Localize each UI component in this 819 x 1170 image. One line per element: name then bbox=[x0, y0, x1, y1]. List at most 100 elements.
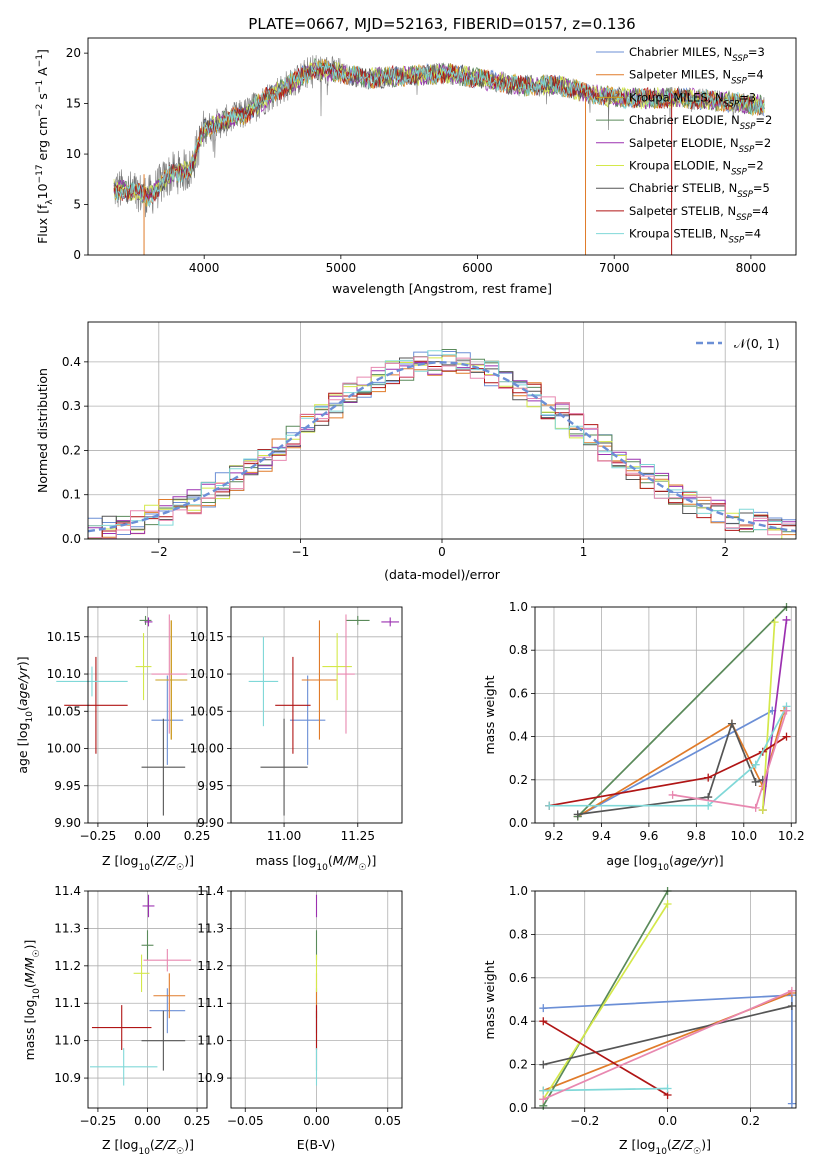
legend-label-name: Salpeter STELIB, N bbox=[629, 204, 736, 218]
axes-mass-vs-EBV: −0.05 0.00 0.05 10.9 11.0 11.1 11.2 11.3 11.4 E(B… bbox=[197, 884, 403, 1152]
y-tick-label: 0.2 bbox=[62, 443, 81, 457]
legend-label: Kroupa STELIB, NSSP=4 bbox=[629, 227, 761, 246]
x-tick-label: 0.0 bbox=[658, 1114, 677, 1128]
mass-weight-line bbox=[543, 1005, 793, 1066]
x-tick-label: 9.6 bbox=[639, 829, 658, 843]
x-tick-label: 0.00 bbox=[134, 1114, 161, 1128]
y-tick-label: 0.3 bbox=[62, 399, 81, 413]
x-tick-label: 9.8 bbox=[687, 829, 706, 843]
label-part: Z [log bbox=[619, 1137, 655, 1152]
axes-frame bbox=[230, 890, 403, 1109]
label-part: s bbox=[35, 93, 50, 104]
y-axis-label: age [log10(age/yr)] bbox=[15, 656, 35, 773]
y-tick-label: 0.0 bbox=[509, 1101, 528, 1115]
mass-weight-line bbox=[549, 706, 788, 807]
label-part: 10 bbox=[316, 863, 328, 873]
y-tick-label: 5 bbox=[73, 198, 81, 212]
y-tick-label: 0.0 bbox=[509, 816, 528, 830]
x-axis-label: age [log10(age/yr)] bbox=[606, 853, 723, 873]
mass-weight-line bbox=[761, 619, 788, 811]
legend-label: Salpeter MILES, NSSP=4 bbox=[629, 68, 764, 87]
legend-label: Kroupa MILES, NSSP=3 bbox=[629, 90, 756, 109]
x-tick-label: 10.2 bbox=[778, 829, 805, 843]
x-tick-label: −0.2 bbox=[570, 1114, 599, 1128]
legend-label-sub: SSP bbox=[737, 190, 753, 200]
legend-label-count: =4 bbox=[747, 68, 764, 82]
label-part: Z/Z bbox=[154, 853, 177, 868]
y-tick-label: 20 bbox=[66, 46, 81, 60]
legend-label: Chabrier ELODIE, NSSP=2 bbox=[629, 113, 772, 132]
y-tick-label: 9.95 bbox=[54, 779, 81, 793]
label-part: erg cm bbox=[35, 117, 50, 165]
axes-frame bbox=[87, 321, 797, 540]
x-axis-label: mass [log10(M/M☉)] bbox=[256, 853, 377, 873]
label-part: )] bbox=[367, 853, 377, 868]
data-point-marker bbox=[782, 615, 791, 624]
y-tick-label: 10.9 bbox=[54, 1071, 81, 1085]
y-tick-label: 11.3 bbox=[54, 921, 81, 935]
label-part: 10 bbox=[138, 1147, 150, 1157]
axes-spectrum: 4000 5000 6000 7000 8000 0 5 10 15 20 Chabrier MIL… bbox=[35, 37, 797, 296]
x-tick-label: 0 bbox=[438, 545, 446, 559]
x-tick-label: 0.25 bbox=[184, 1114, 211, 1128]
axes-frame bbox=[534, 890, 797, 1109]
spectrum-legend: Chabrier MILES, NSSP=3 Salpeter MILES, NS… bbox=[596, 45, 772, 246]
legend-label-sub: SSP bbox=[729, 236, 745, 246]
legend-label: Chabrier MILES, NSSP=3 bbox=[629, 45, 765, 64]
x-tick-label: 9.4 bbox=[592, 829, 611, 843]
x-axis-label: Z [log10(Z/Z☉)] bbox=[102, 1137, 194, 1157]
label-part: )] bbox=[701, 1137, 711, 1152]
x-axis-label: E(B-V) bbox=[297, 1137, 336, 1152]
x-tick-label: 5000 bbox=[326, 261, 357, 275]
data-point-marker bbox=[751, 760, 760, 769]
x-tick-label: −0.05 bbox=[227, 1114, 264, 1128]
y-tick-label: 1.0 bbox=[509, 884, 528, 898]
mass-weight-line bbox=[542, 990, 793, 1101]
y-tick-label: 0.4 bbox=[509, 730, 528, 744]
y-tick-label: 10.10 bbox=[47, 667, 81, 681]
data-point-marker bbox=[539, 1060, 548, 1069]
label-part: Flux [f bbox=[35, 204, 50, 244]
y-tick-label: 9.90 bbox=[54, 816, 81, 830]
residual-histogram-line bbox=[88, 362, 796, 534]
label-part: ( bbox=[669, 853, 674, 868]
mass-weight-line bbox=[542, 890, 669, 1107]
data-point-marker bbox=[539, 1086, 548, 1095]
y-tick-label: 10.05 bbox=[47, 704, 81, 718]
y-axis-label: Normed distribution bbox=[35, 368, 50, 493]
axes-frame bbox=[87, 606, 208, 824]
axes-frame bbox=[230, 606, 403, 824]
mass-weight-line bbox=[577, 710, 785, 818]
data-point-marker bbox=[751, 777, 760, 786]
data-point-marker bbox=[573, 810, 582, 819]
legend-label-count: =4 bbox=[744, 227, 761, 241]
data-point-marker bbox=[770, 618, 779, 627]
label-part: Z [log bbox=[102, 853, 138, 868]
label-part: mass [log bbox=[256, 853, 317, 868]
label-part: ] bbox=[35, 49, 50, 54]
label-part: ( bbox=[150, 853, 155, 868]
y-tick-label: 9.95 bbox=[197, 779, 224, 793]
label-part: −17 bbox=[35, 164, 45, 183]
axes-age-vs-mass: 11.00 11.25 9.90 9.95 10.00 10.05 10.10 10.15 ma… bbox=[190, 606, 403, 873]
legend-label-sub: SSP bbox=[740, 122, 756, 132]
y-tick-label: 0.6 bbox=[509, 686, 528, 700]
label-part: ( bbox=[667, 1137, 672, 1152]
data-point-marker bbox=[704, 801, 713, 810]
x-tick-label: 0.2 bbox=[741, 1114, 760, 1128]
y-tick-label: 0 bbox=[73, 248, 81, 262]
x-tick-label: 7000 bbox=[599, 261, 630, 275]
label-part: 10 bbox=[655, 1147, 667, 1157]
legend-label: Salpeter ELODIE, NSSP=2 bbox=[629, 136, 771, 155]
x-tick-label: 0.05 bbox=[374, 1114, 401, 1128]
mass-weight-line bbox=[542, 1020, 669, 1096]
data-point-marker bbox=[704, 773, 713, 782]
legend-label-sub: SSP bbox=[739, 145, 755, 155]
label-part: A bbox=[35, 67, 50, 80]
x-tick-label: 10.0 bbox=[730, 829, 757, 843]
label-part: ( bbox=[15, 706, 30, 711]
axes-frame bbox=[87, 37, 797, 256]
data-point-marker bbox=[758, 806, 767, 815]
label-part: ( bbox=[22, 983, 37, 988]
x-tick-label: −0.25 bbox=[80, 1114, 117, 1128]
